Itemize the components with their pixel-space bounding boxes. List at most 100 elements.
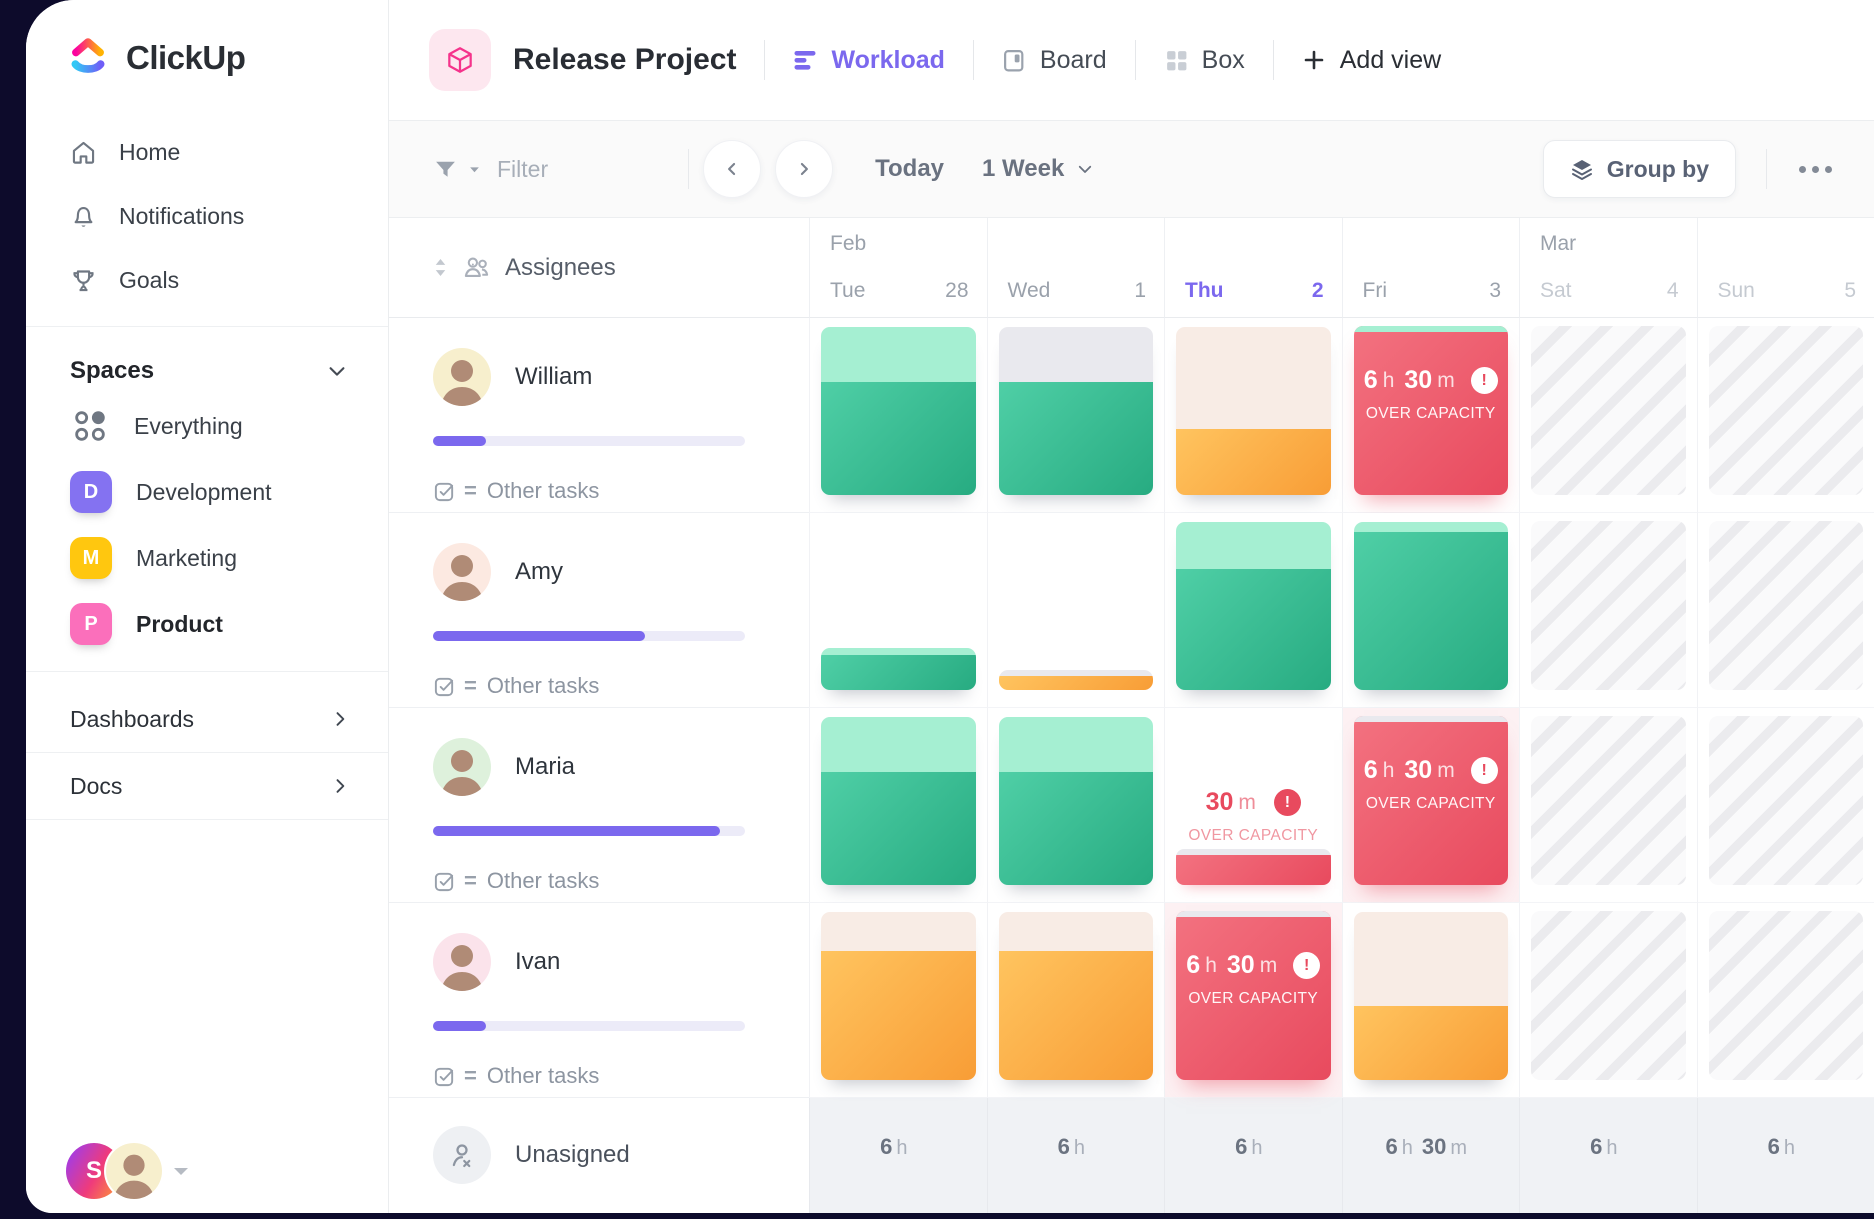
prev-week-button[interactable] [703, 140, 762, 198]
day-cell[interactable] [986, 903, 1164, 1098]
other-tasks-label: Other tasks [486, 673, 600, 698]
day-cell[interactable] [986, 318, 1164, 513]
board-icon [1003, 49, 1024, 71]
sidebar-item-development[interactable]: D Development [26, 459, 388, 525]
other-tasks-toggle[interactable]: = Other tasks [433, 868, 765, 894]
over-capacity-card[interactable]: 6 h 30 m! OVER CAPACITY [1176, 911, 1331, 1080]
day-cell[interactable] [1696, 708, 1874, 903]
sidebar-item-marketing[interactable]: M Marketing [26, 525, 388, 591]
task-block[interactable] [1353, 912, 1508, 1080]
assignee-row-ivan[interactable]: Ivan = Other tasks [389, 903, 809, 1098]
tab-workload[interactable]: Workload [793, 46, 945, 75]
day-cell[interactable] [1696, 513, 1874, 708]
day-cell[interactable] [1164, 318, 1342, 513]
assignee-row-unassigned[interactable]: Unasigned [389, 1098, 809, 1213]
day-cell[interactable] [1519, 708, 1697, 903]
day-header-wed[interactable]: Wed 1 [986, 218, 1164, 318]
spaces-section-header[interactable]: Spaces [26, 341, 388, 393]
day-cell[interactable] [1341, 513, 1519, 708]
task-block[interactable] [998, 327, 1153, 495]
sidebar-item-product[interactable]: P Product [26, 591, 388, 657]
day-cell[interactable] [1696, 903, 1874, 1098]
task-segment-peach [1176, 327, 1331, 430]
task-block[interactable] [998, 670, 1153, 690]
chevron-right-icon [336, 779, 345, 793]
layers-icon [1571, 160, 1592, 180]
card-sliver [1353, 716, 1508, 722]
day-cell[interactable] [809, 903, 987, 1098]
task-block[interactable] [998, 717, 1153, 885]
day-cell[interactable] [1341, 903, 1519, 1098]
sort-icon[interactable] [433, 258, 448, 277]
day-cell[interactable] [986, 708, 1164, 903]
day-cell[interactable] [1696, 318, 1874, 513]
assignee-row-amy[interactable]: Amy = Other tasks [389, 513, 809, 708]
task-block[interactable] [998, 912, 1153, 1080]
other-tasks-toggle[interactable]: = Other tasks [433, 1063, 765, 1089]
space-label: Everything [134, 412, 243, 439]
sidebar-item-label: Goals [119, 266, 180, 293]
day-header-sun[interactable]: Sun 5 [1696, 218, 1874, 318]
plus-icon [1304, 50, 1324, 70]
sidebar-item-everything[interactable]: Everything [26, 393, 388, 459]
checkbox-icon [434, 1067, 454, 1086]
task-block[interactable] [1176, 327, 1331, 495]
sidebar: ClickUp Home Notifications [26, 0, 389, 1213]
alert-icon: ! [1293, 952, 1321, 979]
next-week-button[interactable] [775, 140, 834, 198]
range-selector[interactable]: 1 Week [982, 155, 1094, 183]
today-button[interactable]: Today [875, 155, 945, 182]
over-capacity-bar[interactable] [1176, 849, 1331, 885]
sidebar-item-notifications[interactable]: Notifications [26, 184, 388, 248]
clickup-logo[interactable]: ClickUp [26, 0, 388, 80]
avatar [433, 933, 491, 991]
checkbox-icon [434, 872, 454, 891]
add-view-label: Add view [1339, 45, 1442, 74]
day-cell[interactable] [1519, 318, 1697, 513]
day-cell[interactable]: 6 h 30 m! OVER CAPACITY [1341, 318, 1519, 513]
sidebar-item-docs[interactable]: Docs [26, 753, 388, 819]
task-block[interactable] [821, 648, 976, 690]
day-cell[interactable] [809, 708, 987, 903]
task-block[interactable] [1353, 522, 1508, 690]
day-cell[interactable] [809, 513, 987, 708]
sidebar-item-goals[interactable]: Goals [26, 248, 388, 312]
over-capacity-card[interactable]: 6 h 30 m! OVER CAPACITY [1353, 326, 1508, 495]
filter-button[interactable]: Filter [433, 156, 548, 183]
task-block[interactable] [821, 327, 976, 495]
alert-icon: ! [1273, 789, 1301, 816]
day-cell[interactable]: 6 h 30 m! OVER CAPACITY [1341, 708, 1519, 903]
assignee-row-maria[interactable]: Maria = Other tasks [389, 708, 809, 903]
day-cell[interactable] [1519, 513, 1697, 708]
day-cell[interactable]: 6 h 30 m! OVER CAPACITY [1164, 903, 1342, 1098]
unassigned-label: Unasigned [515, 1141, 630, 1168]
day-cell[interactable] [1519, 903, 1697, 1098]
day-cell[interactable]: 30 m! OVER CAPACITY [1164, 708, 1342, 903]
day-cell[interactable] [986, 513, 1164, 708]
task-block[interactable] [821, 717, 976, 885]
day-header-sat[interactable]: Mar Sat 4 [1519, 218, 1697, 318]
assignee-row-william[interactable]: William = Other tasks [389, 318, 809, 513]
task-segment-green [821, 654, 976, 690]
tab-box[interactable]: Box [1164, 46, 1245, 75]
add-view-button[interactable]: Add view [1302, 46, 1441, 75]
sidebar-item-home[interactable]: Home [26, 120, 388, 184]
user-menu[interactable]: S [66, 1143, 188, 1199]
sidebar-item-dashboards[interactable]: Dashboards [26, 686, 388, 752]
day-cell[interactable] [809, 318, 987, 513]
over-capacity-card[interactable]: 6 h 30 m! OVER CAPACITY [1353, 716, 1508, 885]
other-tasks-toggle[interactable]: = Other tasks [433, 478, 765, 504]
more-options-button[interactable] [1797, 156, 1834, 183]
task-block[interactable] [1176, 522, 1331, 690]
task-segment-mint [1353, 522, 1508, 533]
other-tasks-toggle[interactable]: = Other tasks [433, 673, 765, 699]
task-block[interactable] [821, 912, 976, 1080]
day-header-thu[interactable]: Thu 2 [1164, 218, 1342, 318]
day-header-fri[interactable]: Fri 3 [1341, 218, 1519, 318]
tab-board[interactable]: Board [1002, 46, 1107, 75]
task-segment-orange [1353, 1006, 1508, 1080]
day-label: Thu 2 [1185, 279, 1324, 302]
day-header-tue[interactable]: Feb Tue 28 [809, 218, 987, 318]
group-by-button[interactable]: Group by [1542, 140, 1736, 198]
day-cell[interactable] [1164, 513, 1342, 708]
